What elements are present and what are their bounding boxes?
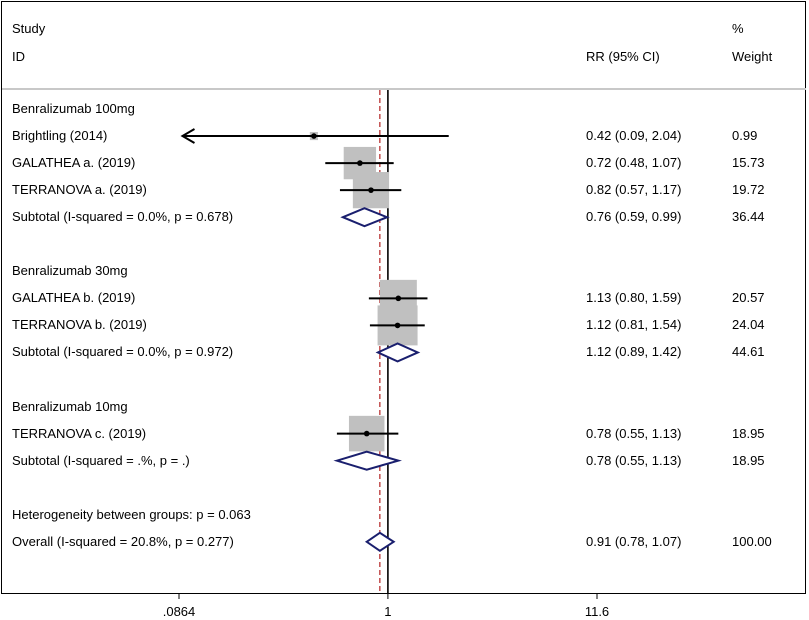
rr-ci-value: 1.12 (0.81, 1.54) — [586, 317, 682, 333]
weight-value: 24.04 — [732, 317, 765, 333]
plot-frame — [1, 1, 806, 594]
subtotal-diamond — [333, 450, 402, 471]
weight-value: 36.44 — [732, 209, 765, 225]
weight-value: 100.00 — [732, 533, 772, 549]
study-label: GALATHEA a. (2019) — [12, 155, 136, 171]
weight-header: Weight — [732, 49, 773, 64]
rr-ci-value: 0.42 (0.09, 2.04) — [586, 128, 682, 144]
weight-value: 18.95 — [732, 425, 765, 441]
x-tick-label: 1 — [384, 604, 392, 619]
study-header: Study — [12, 21, 46, 36]
study-label: Overall (I-squared = 20.8%, p = 0.277) — [12, 533, 234, 549]
heterogeneity-note: Heterogeneity between groups: p = 0.063 — [12, 506, 251, 522]
rr-ci-value: 0.72 (0.48, 1.07) — [586, 155, 682, 171]
rr-ci-value: 1.13 (0.80, 1.59) — [586, 290, 682, 306]
study-label: TERRANOVA a. (2019) — [12, 182, 147, 198]
weight-percent-header: % — [732, 21, 744, 36]
header-separator — [2, 88, 806, 90]
group-label: Benralizumab 30mg — [12, 263, 128, 279]
ci-arrow-left — [180, 128, 195, 144]
rr-header: RR (95% CI) — [586, 49, 660, 64]
point-estimate — [311, 133, 317, 139]
rr-ci-value: 0.91 (0.78, 1.07) — [586, 533, 682, 549]
overall-diamond — [364, 531, 396, 553]
study-label: Subtotal (I-squared = .%, p = .) — [12, 452, 190, 468]
point-estimate — [357, 160, 363, 166]
group-label: Benralizumab 10mg — [12, 398, 128, 414]
point-estimate — [395, 295, 402, 302]
rr-ci-value: 0.78 (0.55, 1.13) — [586, 452, 682, 468]
point-estimate — [368, 187, 374, 193]
point-estimate — [363, 430, 370, 437]
subtotal-diamond — [375, 342, 421, 363]
weight-value: 44.61 — [732, 344, 765, 360]
study-label: Subtotal (I-squared = 0.0%, p = 0.678) — [12, 209, 234, 225]
rr-ci-value: 0.76 (0.59, 0.99) — [586, 209, 682, 225]
subtotal-diamond — [340, 207, 390, 228]
study-label: GALATHEA b. (2019) — [12, 290, 136, 306]
point-estimate — [394, 322, 401, 329]
study-label: Brightling (2014) — [12, 128, 108, 144]
rr-ci-value: 0.78 (0.55, 1.13) — [586, 425, 682, 441]
group-label: Benralizumab 100mg — [12, 101, 135, 116]
x-tick-label: 11.6 — [584, 604, 610, 619]
weight-value: 18.95 — [732, 452, 765, 468]
rr-ci-value: 1.12 (0.89, 1.42) — [586, 344, 682, 360]
study-label: TERRANOVA b. (2019) — [12, 317, 147, 333]
id-header: ID — [12, 49, 25, 64]
x-tick-label: .0864 — [162, 604, 196, 619]
weight-value: 20.57 — [732, 290, 765, 306]
weight-value: 15.73 — [732, 155, 765, 171]
study-label: TERRANOVA c. (2019) — [12, 425, 147, 441]
study-label: Subtotal (I-squared = 0.0%, p = 0.972) — [12, 344, 234, 360]
weight-value: 19.72 — [732, 182, 765, 198]
weight-value: 0.99 — [732, 128, 758, 144]
rr-ci-value: 0.82 (0.57, 1.17) — [586, 182, 682, 198]
